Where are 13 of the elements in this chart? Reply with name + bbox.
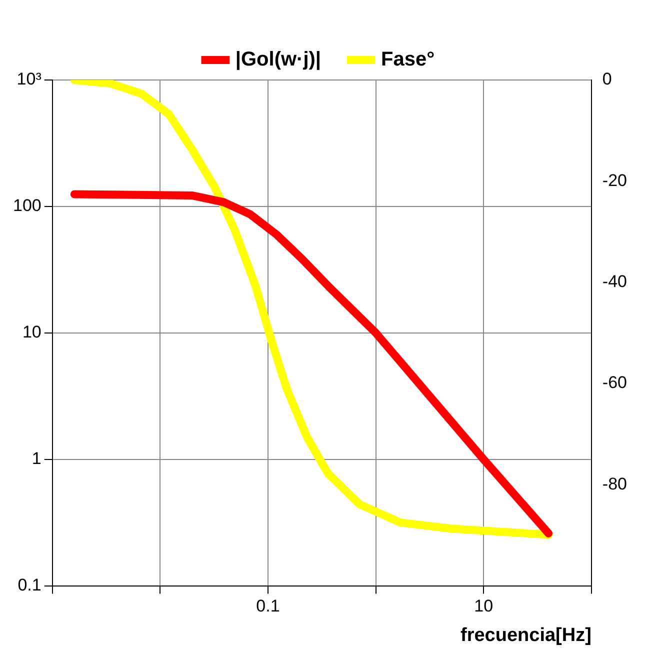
y-tick-label: 10³: [16, 70, 42, 89]
y-tick-label: 100: [12, 196, 42, 216]
y-tick-label: 0.1: [18, 575, 42, 594]
y-tick-label: 10: [22, 322, 42, 342]
y2-tick-label: -40: [602, 272, 628, 292]
legend-label: |Gol(w·j)|: [235, 48, 322, 71]
legend-label: Fase°: [381, 48, 435, 71]
y2-tick-label: -20: [602, 170, 628, 190]
x-axis-title: frecuencia[Hz]: [460, 624, 592, 646]
y2-tick-label: -80: [602, 474, 628, 494]
y2-tick-label: -60: [602, 373, 628, 392]
y2-tick-label: 0: [602, 70, 612, 89]
y-tick-label: 1: [32, 449, 42, 468]
